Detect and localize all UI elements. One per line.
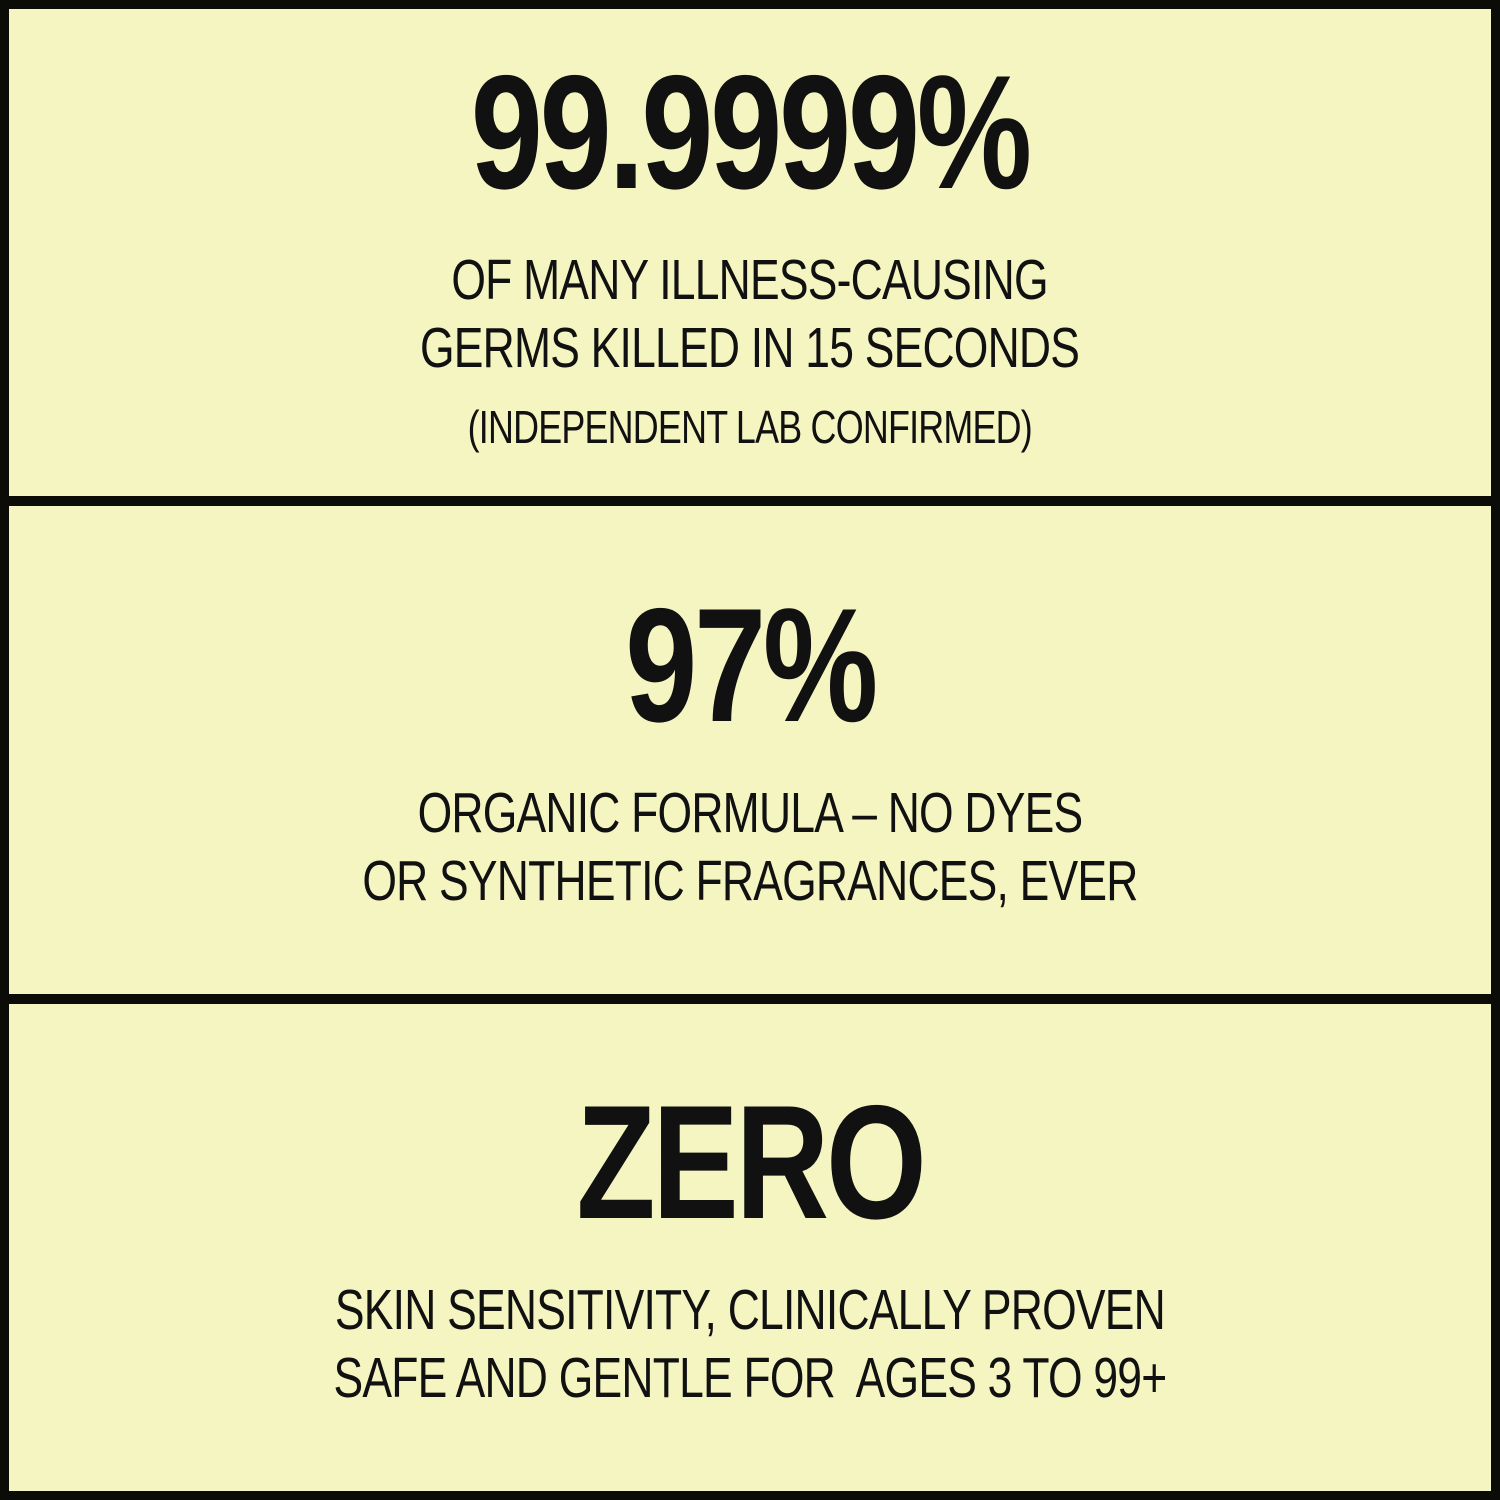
organic-formula-description-line: OR SYNTHETIC FRAGRANCES, EVER — [362, 848, 1138, 913]
germ-kill-description-line: OF MANY ILLNESS-CAUSING — [451, 247, 1049, 312]
germ-kill-description: OF MANY ILLNESS-CAUSING GERMS KILLED IN … — [420, 246, 1080, 383]
panel-germ-kill: 99.9999% OF MANY ILLNESS-CAUSING GERMS K… — [9, 9, 1491, 496]
lab-confirmed-note: (INDEPENDENT LAB CONFIRMED) — [467, 400, 1033, 453]
skin-sensitivity-stat: ZERO — [576, 1071, 926, 1253]
organic-formula-description-line: ORGANIC FORMULA – NO DYES — [417, 780, 1084, 845]
skin-sensitivity-description-line: SAFE AND GENTLE FOR AGES 3 TO 99+ — [333, 1346, 1168, 1411]
organic-formula-description: ORGANIC FORMULA – NO DYES OR SYNTHETIC F… — [362, 779, 1138, 916]
skin-sensitivity-description-line: SKIN SENSITIVITY, CLINICALLY PROVEN — [334, 1277, 1166, 1342]
organic-formula-stat: 97% — [625, 574, 878, 756]
panel-organic-formula: 97% ORGANIC FORMULA – NO DYES OR SYNTHET… — [9, 496, 1491, 993]
germ-kill-stat: 99.9999% — [470, 41, 1032, 223]
germ-kill-description-line: GERMS KILLED IN 15 SECONDS — [420, 316, 1080, 381]
panel-skin-sensitivity: ZERO SKIN SENSITIVITY, CLINICALLY PROVEN… — [9, 993, 1491, 1491]
skin-sensitivity-description: SKIN SENSITIVITY, CLINICALLY PROVEN SAFE… — [333, 1276, 1168, 1413]
